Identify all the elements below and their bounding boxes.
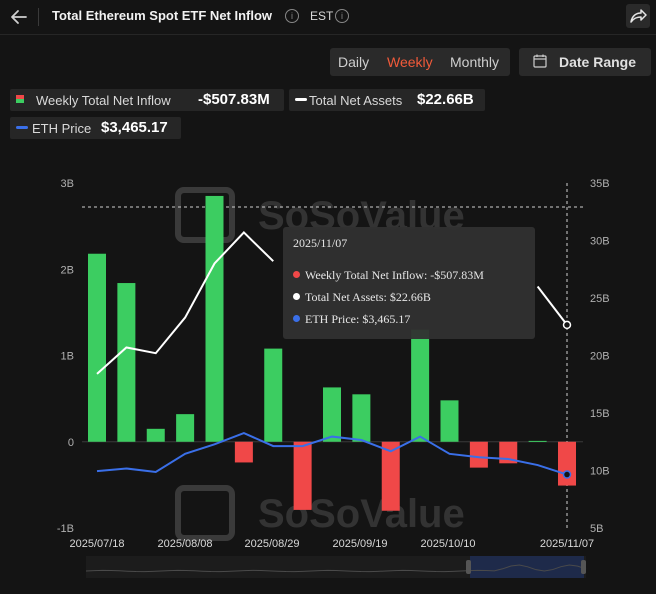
range-slider-handle-left — [466, 560, 471, 574]
tooltip-eth-row: ETH Price: $3,465.17 — [293, 312, 410, 327]
range-slider-preview — [85, 564, 587, 573]
eth-marker — [562, 470, 572, 479]
x-tick-label: 2025/08/08 — [157, 538, 212, 550]
back-arrow-icon[interactable] — [8, 6, 30, 28]
overlay — [85, 320, 587, 578]
timezone-info-icon[interactable]: i — [335, 9, 349, 23]
date-range-button[interactable]: Date Range — [519, 48, 651, 76]
legend-eth-label: ETH Price — [32, 121, 92, 136]
y-right-tick-label: 5B — [590, 523, 603, 535]
header-divider — [0, 34, 656, 35]
bar — [469, 441, 488, 468]
bar — [323, 387, 341, 442]
legend-assets-value: $22.66B — [417, 91, 474, 108]
tooltip-date: 2025/11/07 — [293, 236, 348, 250]
bar — [381, 441, 400, 511]
y-right-tick-label: 20B — [590, 351, 610, 363]
tooltip-inflow-row: Weekly Total Net Inflow: -$507.83M — [293, 268, 484, 283]
bar — [558, 441, 576, 486]
bar — [264, 348, 283, 442]
x-tick-label: 2025/11/07 — [540, 538, 594, 550]
share-button[interactable] — [626, 4, 650, 28]
legend-inflow-label: Weekly Total Net Inflow — [36, 93, 171, 108]
range-slider-track — [86, 556, 586, 578]
calendar-icon — [533, 54, 547, 68]
y-left-tick-label: 2B — [61, 264, 74, 276]
y-left-tick-label: -1B — [57, 523, 74, 535]
lines — [96, 231, 568, 476]
bar — [88, 253, 106, 442]
y-left-tick-label: 3B — [61, 178, 74, 190]
x-tick-label: 2025/08/29 — [244, 538, 299, 550]
tab-daily[interactable]: Daily — [338, 54, 370, 70]
bars — [88, 195, 576, 511]
bar — [146, 428, 165, 442]
legend-eth[interactable]: ETH Price $3,465.17 — [10, 117, 181, 139]
tooltip-assets-dot — [293, 293, 300, 300]
chart-tooltip: 2025/11/07 Weekly Total Net Inflow: -$50… — [283, 227, 535, 339]
info-icon[interactable]: i — [285, 9, 299, 23]
watermark-logo-icon — [175, 187, 235, 243]
range-slider-handle-right — [581, 560, 586, 574]
tooltip-eth-dot — [293, 315, 300, 322]
divider — [38, 8, 39, 26]
legend-assets[interactable]: Total Net Assets $22.66B — [289, 89, 485, 111]
date-range-label: Date Range — [559, 54, 637, 70]
x-tick-label: 2025/10/10 — [420, 538, 475, 550]
tooltip-assets-row: Total Net Assets: $22.66B — [293, 290, 431, 305]
share-icon — [630, 9, 647, 23]
tooltip-inflow: Weekly Total Net Inflow: -$507.83M — [305, 268, 484, 282]
legend-assets-swatch — [295, 98, 307, 101]
legend-inflow[interactable]: Weekly Total Net Inflow -$507.83M — [10, 89, 284, 111]
bar — [293, 441, 312, 510]
x-tick-label: 2025/07/18 — [69, 538, 124, 550]
legend-inflow-value: -$507.83M — [198, 91, 270, 108]
assets-line — [536, 285, 568, 326]
bar — [528, 440, 547, 442]
page-title: Total Ethereum Spot ETF Net Inflow — [52, 8, 273, 23]
legend-assets-label: Total Net Assets — [309, 93, 403, 108]
y-right-tick-label: 30B — [590, 236, 610, 248]
tooltip-assets: Total Net Assets: $22.66B — [305, 290, 431, 304]
tooltip-inflow-dot — [293, 271, 300, 278]
legend-negative-swatch — [16, 95, 24, 99]
y-left-tick-label: 1B — [61, 351, 74, 363]
assets-line — [96, 231, 274, 375]
tab-weekly[interactable]: Weekly — [387, 54, 433, 70]
bar — [117, 283, 136, 442]
assets-marker — [562, 320, 572, 330]
eth-price-line — [96, 432, 568, 476]
y-right-tick-label: 10B — [590, 466, 610, 478]
bar — [234, 441, 253, 463]
y-right-tick-label: 35B — [590, 178, 610, 190]
bar — [411, 329, 430, 442]
legend-eth-swatch — [16, 126, 28, 129]
bar — [176, 414, 195, 442]
tooltip-eth: ETH Price: $3,465.17 — [305, 312, 411, 326]
x-tick-label: 2025/09/19 — [332, 538, 387, 550]
y-right-tick-label: 15B — [590, 408, 610, 420]
watermark-text: SoSoValue — [258, 492, 465, 536]
bar — [205, 195, 224, 442]
watermark-logo-icon — [175, 485, 235, 541]
top-bar: Total Ethereum Spot ETF Net Inflow i EST… — [0, 0, 656, 34]
interval-tabs: Daily Weekly Monthly — [330, 48, 510, 76]
y-right-tick-label: 25B — [590, 293, 610, 305]
legend-positive-swatch — [16, 99, 24, 103]
bar — [440, 400, 459, 442]
timezone-label: EST — [310, 9, 334, 23]
bar — [352, 394, 371, 442]
y-left-tick-label: 0 — [68, 437, 74, 449]
legend-eth-value: $3,465.17 — [101, 119, 168, 136]
tab-monthly[interactable]: Monthly — [450, 54, 500, 70]
